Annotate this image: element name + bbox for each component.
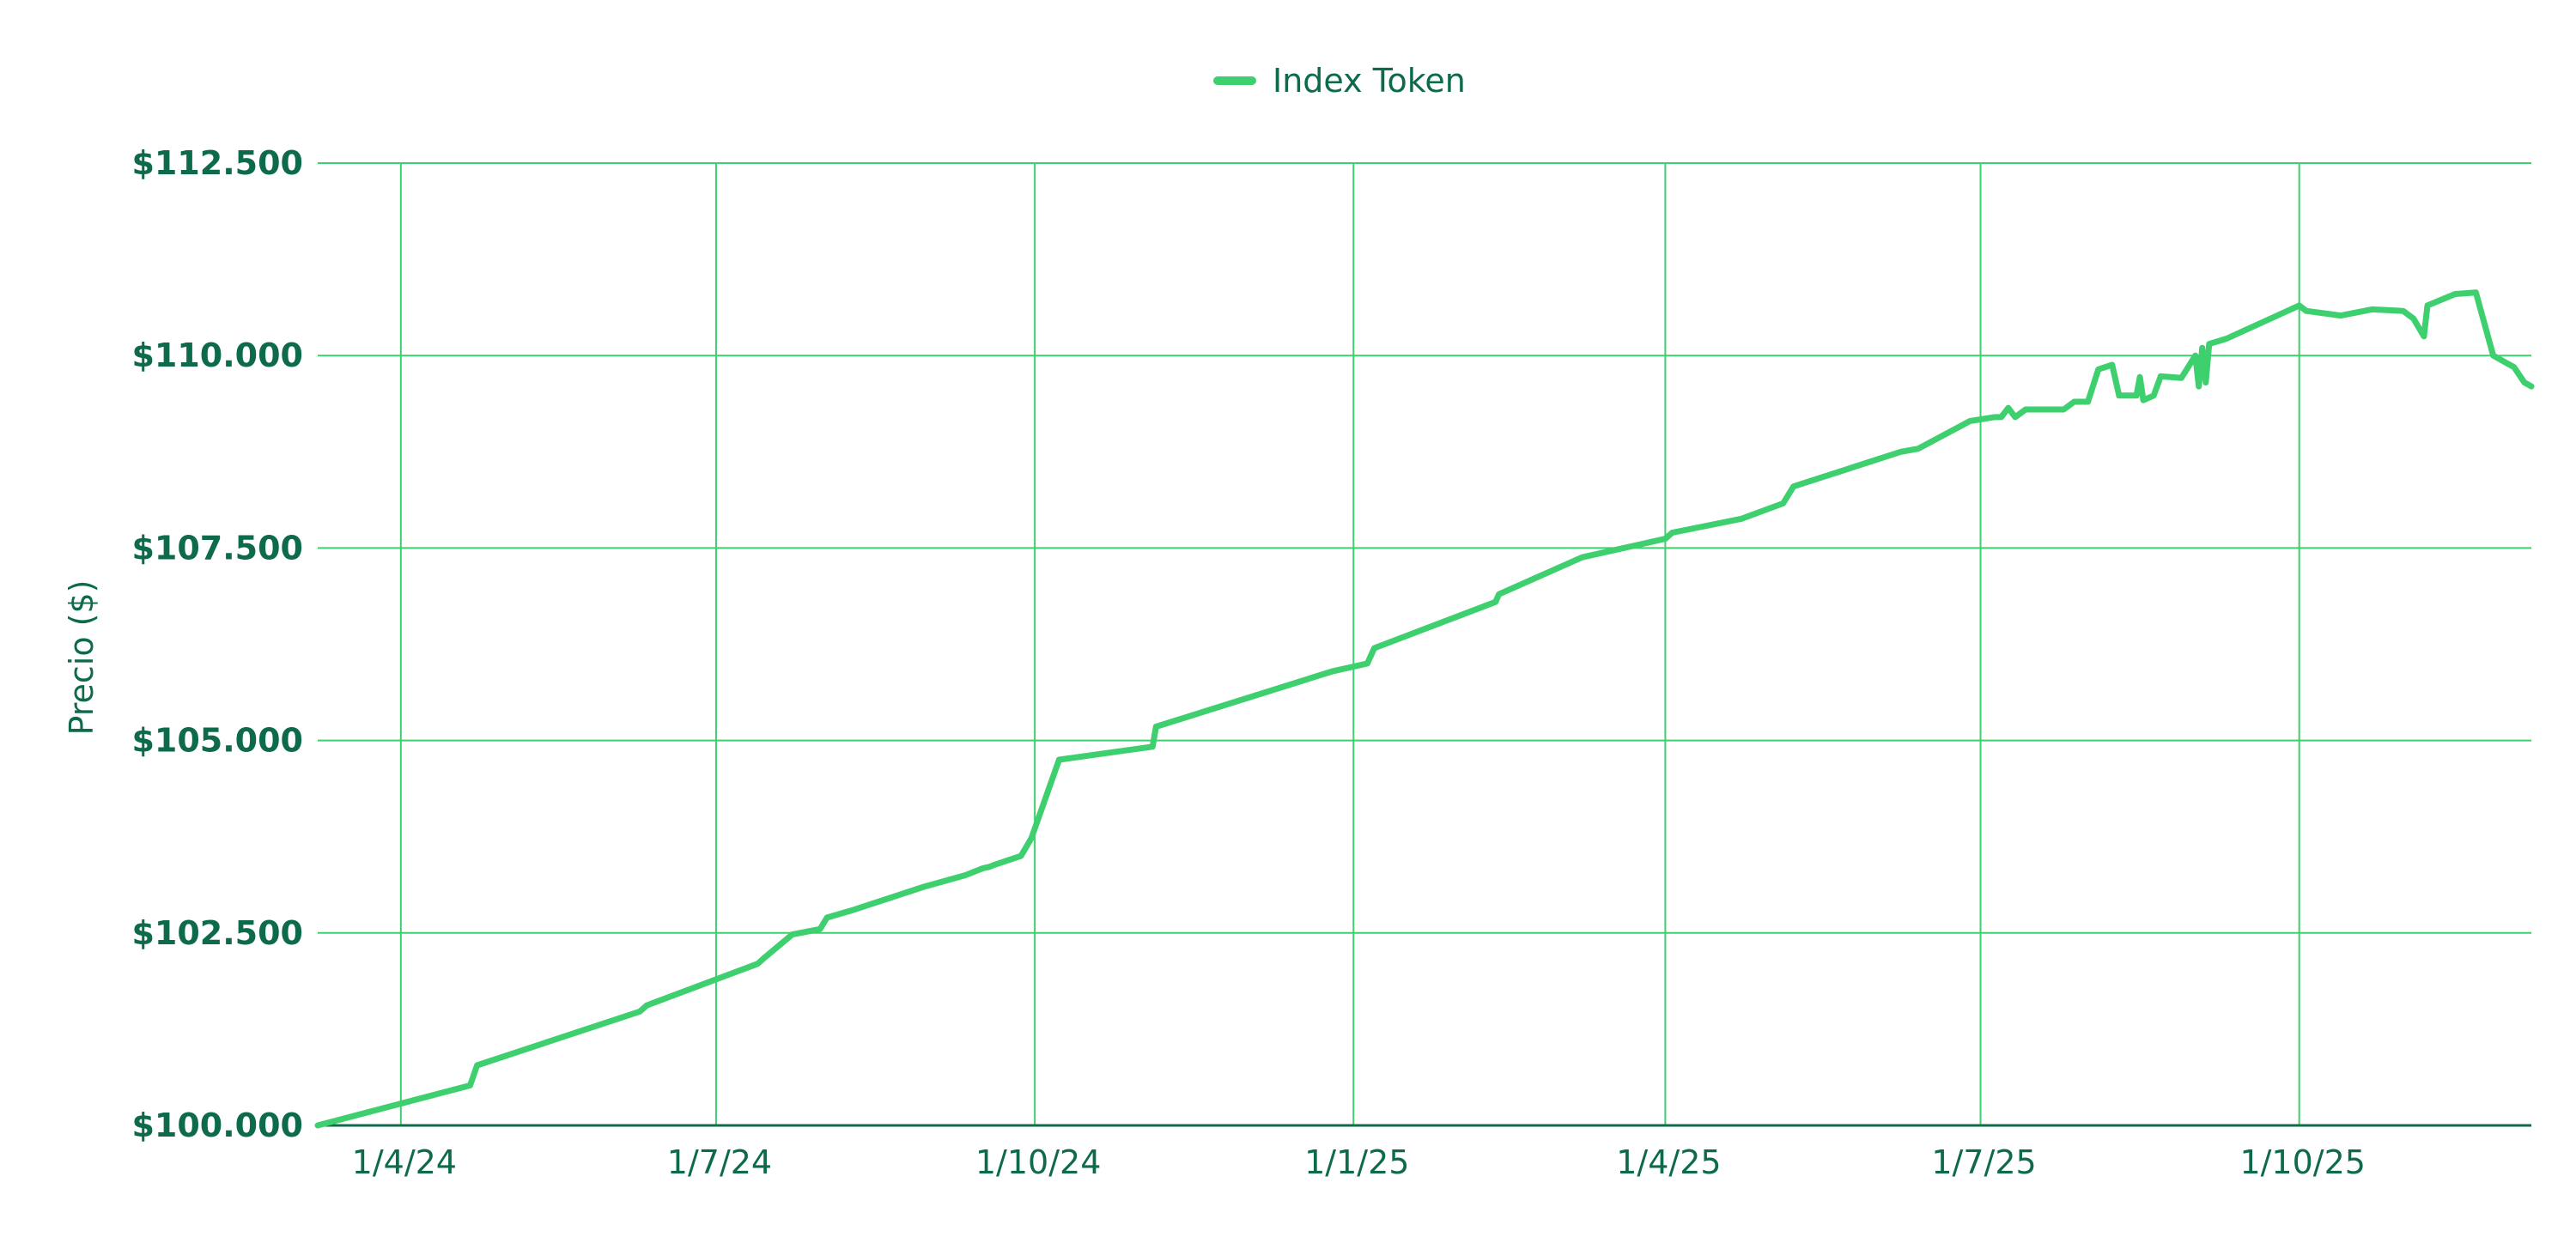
x-tick-label: 1/10/25	[2239, 1143, 2366, 1181]
series-group	[314, 289, 2535, 1129]
y-tick-label: $110.000	[131, 337, 303, 374]
y-tick-label: $105.000	[131, 722, 303, 760]
x-tick-label: 1/7/25	[1931, 1143, 2036, 1181]
series-line-index-token	[314, 289, 2535, 1129]
x-axis-ticks: 1/4/24 1/7/24 1/10/24 1/1/25 1/4/25 1/7/25 1/1…	[352, 1143, 2366, 1181]
legend: Index Token	[1213, 62, 1466, 100]
x-tick-label: 1/7/24	[667, 1143, 772, 1181]
y-tick-label: $107.500	[131, 529, 303, 567]
x-tick-label: 1/4/24	[352, 1143, 457, 1181]
x-tick-label: 1/4/25	[1616, 1143, 1721, 1181]
x-tick-label: 1/10/24	[975, 1143, 1102, 1181]
grid	[318, 162, 2531, 1125]
x-tick-label: 1/1/25	[1304, 1143, 1409, 1181]
y-axis-ticks: $100.000 $102.500 $105.000 $107.500 $110.000…	[131, 144, 303, 1144]
y-axis-label: Precio ($)	[63, 579, 100, 735]
y-tick-label: $102.500	[131, 914, 303, 952]
legend-label-index-token: Index Token	[1273, 62, 1466, 100]
y-tick-label: $112.500	[131, 144, 303, 182]
y-tick-label: $100.000	[131, 1107, 303, 1144]
